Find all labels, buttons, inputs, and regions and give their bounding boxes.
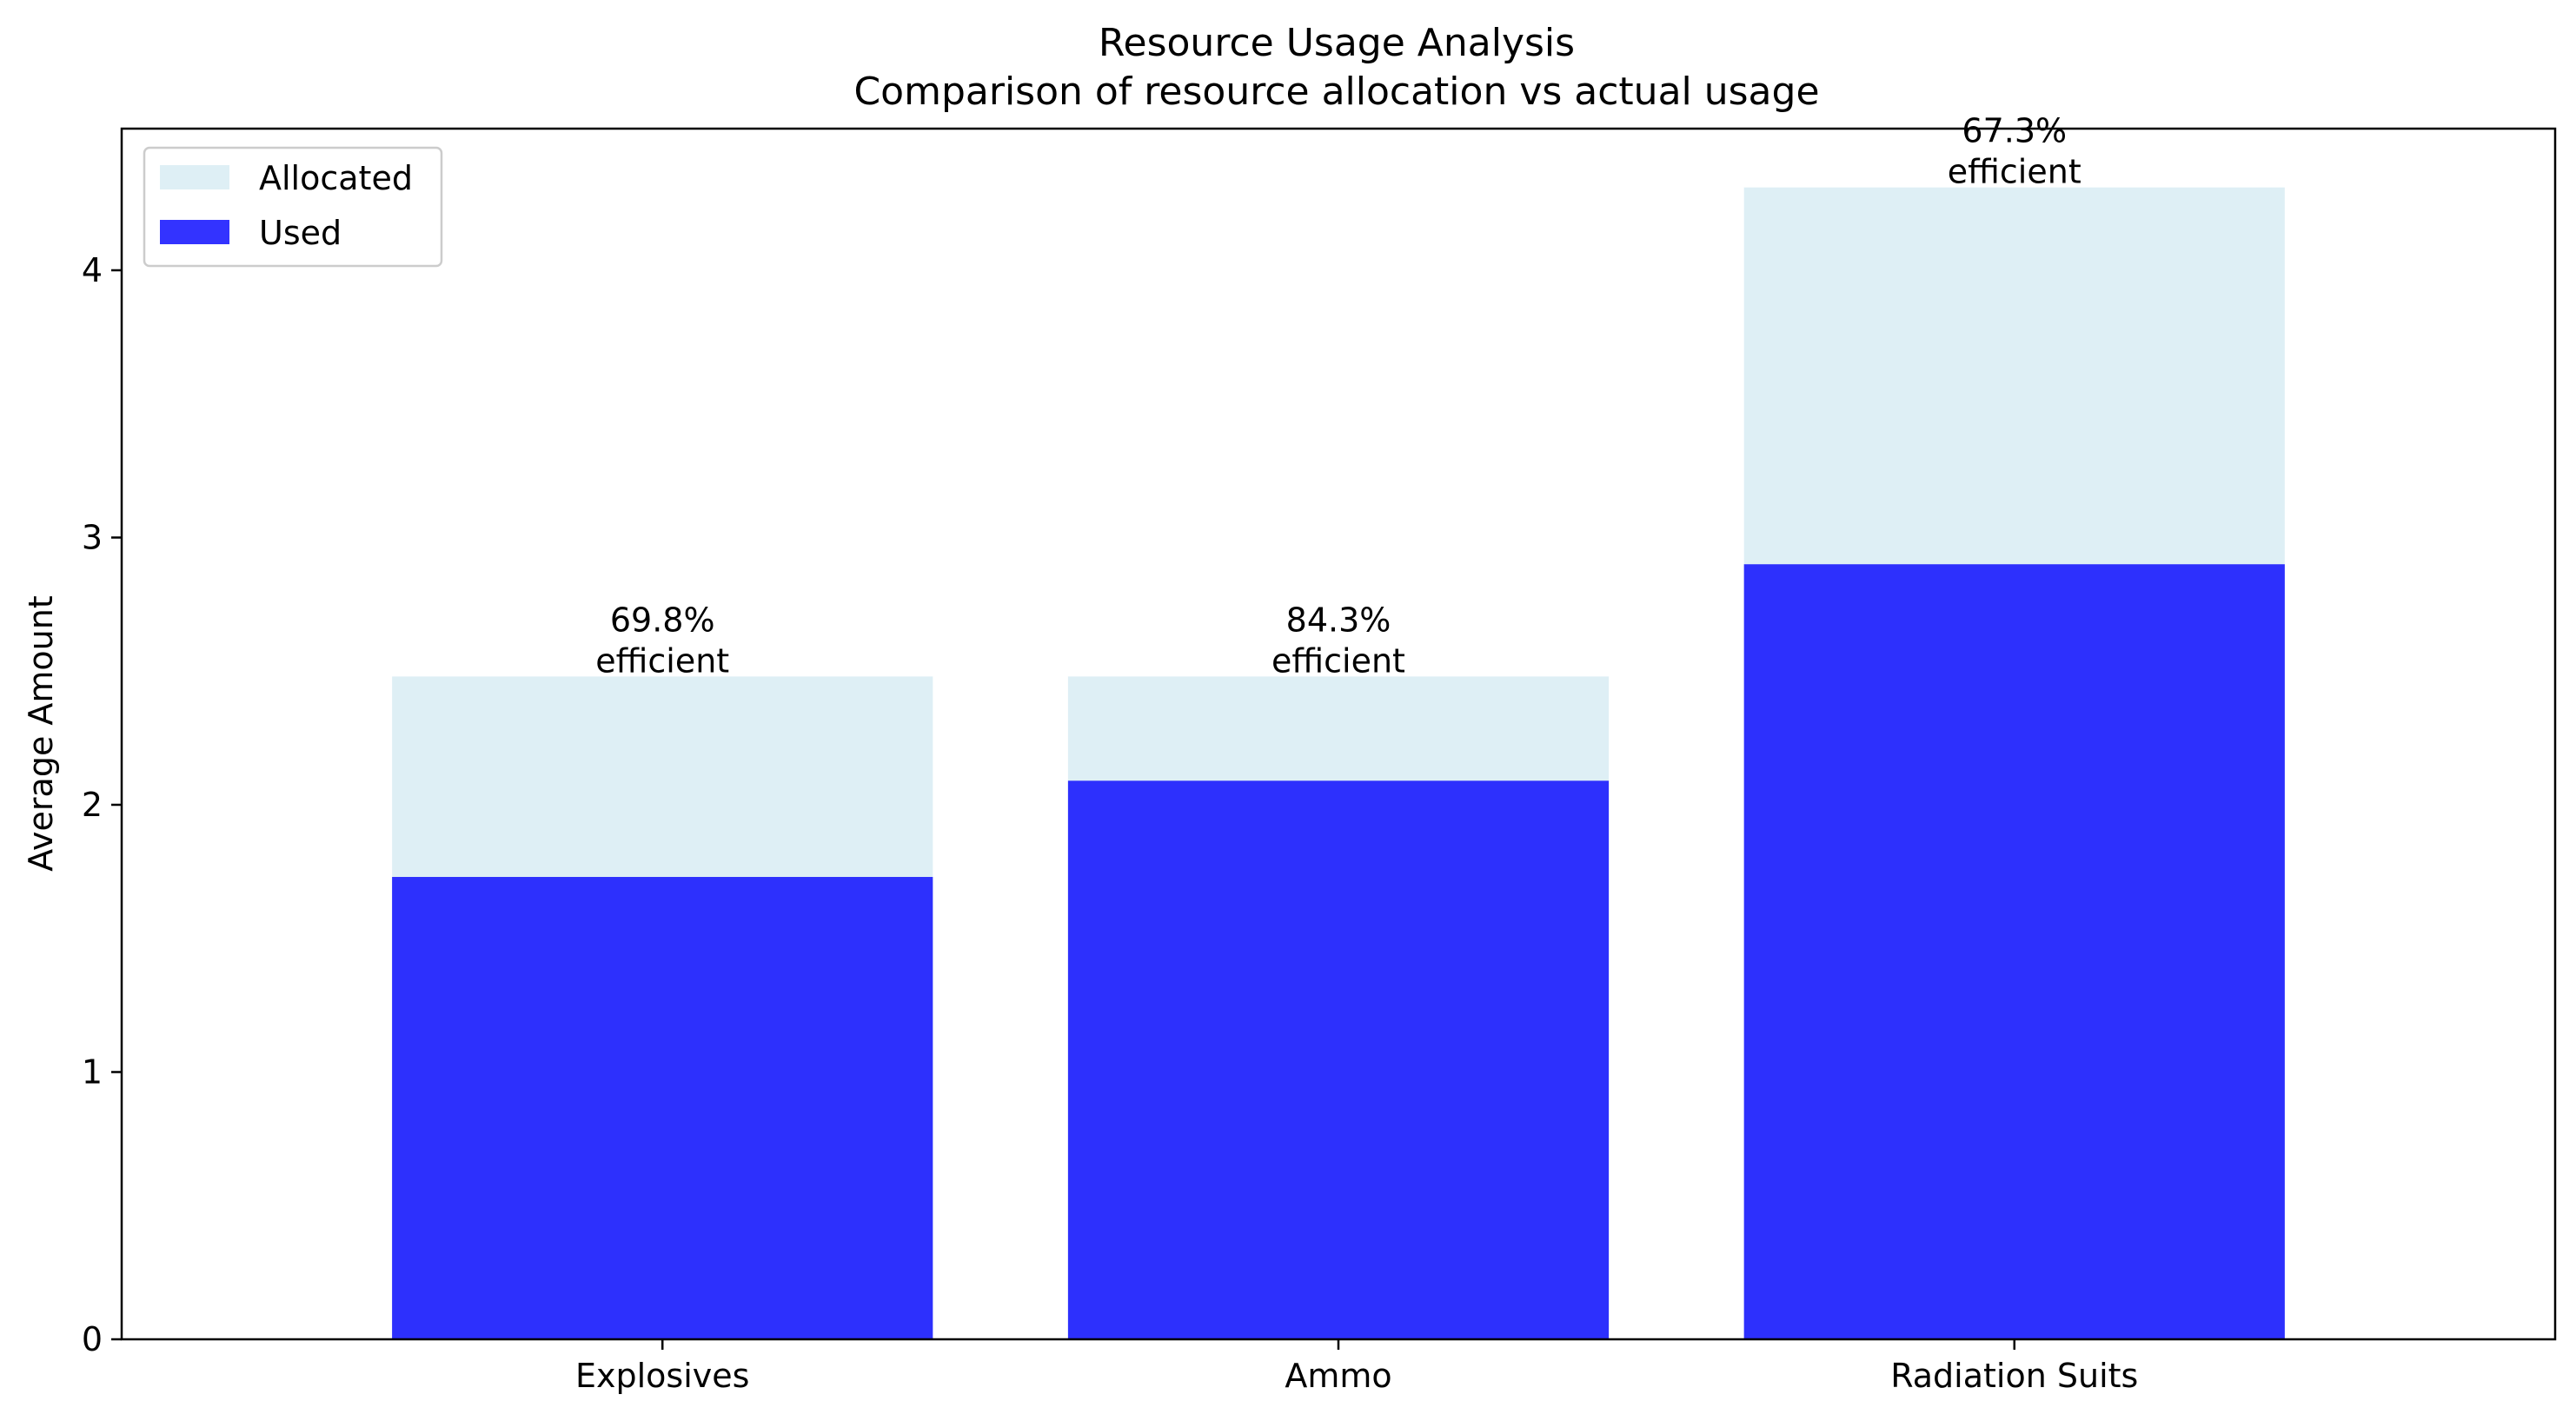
x-tick-label-1: Ammo	[1285, 1357, 1391, 1395]
y-tick-label-4: 4	[82, 251, 103, 289]
legend-swatch-used	[160, 220, 229, 244]
chart-title: Resource Usage Analysis	[1099, 21, 1575, 65]
y-tick-label-1: 1	[82, 1052, 103, 1091]
bar-efficiency-labels: 69.8%efficient84.3%efficient67.3%efficie…	[595, 112, 2081, 681]
y-tick-label-3: 3	[82, 518, 103, 556]
bar-label-percent-2: 67.3%	[1962, 112, 2067, 150]
legend-label-allocated: Allocated	[259, 159, 413, 197]
bar-label-efficient-1: efficient	[1271, 641, 1405, 680]
bar-used-1	[1067, 780, 1610, 1339]
chart-subtitle: Comparison of resource allocation vs act…	[853, 70, 1819, 114]
bar-label-efficient-0: efficient	[595, 641, 729, 680]
y-tick-label-2: 2	[82, 786, 103, 824]
bar-label-efficient-2: efficient	[1948, 153, 2081, 191]
legend: Allocated Used	[143, 146, 443, 268]
x-tick-label-2: Radiation Suits	[1890, 1357, 2138, 1395]
bar-label-percent-1: 84.3%	[1286, 601, 1391, 639]
used-bars	[392, 564, 2285, 1339]
bar-used-2	[1743, 564, 2285, 1339]
bar-used-0	[392, 877, 933, 1339]
x-tick-label-0: Explosives	[575, 1357, 749, 1395]
y-axis-ticks: 0 1 2 3 4	[82, 251, 122, 1358]
legend-label-used: Used	[259, 214, 342, 252]
x-axis-ticks: Explosives Ammo Radiation Suits	[575, 1339, 2138, 1395]
y-axis-label: Average Amount	[22, 595, 60, 871]
y-tick-label-0: 0	[82, 1320, 103, 1358]
legend-swatch-allocated	[160, 165, 229, 189]
bar-label-percent-0: 69.8%	[610, 601, 715, 639]
